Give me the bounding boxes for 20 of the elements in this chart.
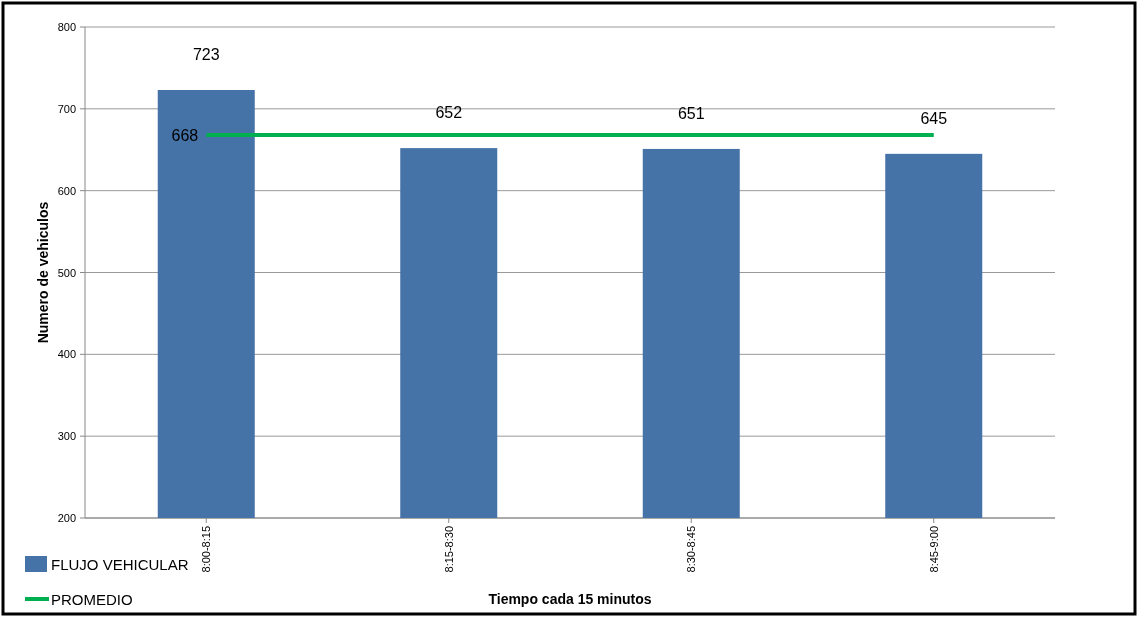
- y-tick-label: 300: [57, 430, 76, 443]
- x-tick-label: 8:30-8:45: [685, 526, 698, 573]
- y-tick-label: 200: [57, 512, 76, 524]
- data-label: 652: [435, 104, 463, 122]
- y-axis-title: Numero de vehiculos: [35, 201, 51, 344]
- data-label: 645: [920, 109, 948, 127]
- legend-label: PROMEDIO: [51, 591, 133, 608]
- x-axis-title: Tiempo cada 15 minutos: [488, 591, 652, 607]
- y-tick-label: 700: [57, 102, 76, 115]
- data-label: 723: [192, 46, 220, 64]
- x-tick-label: 8:45-9:00: [927, 526, 940, 573]
- data-label: 668: [171, 127, 199, 145]
- x-tick-label: 8:00-8:15: [200, 526, 213, 573]
- legend-label: FLUJO VEHICULAR: [51, 556, 189, 573]
- y-tick-label: 600: [57, 184, 76, 197]
- data-label: 651: [677, 104, 705, 122]
- y-tick-label: 800: [57, 21, 76, 33]
- x-tick-label: 8:15-8:30: [442, 526, 455, 573]
- y-tick-label: 500: [57, 266, 76, 279]
- y-tick-label: 400: [57, 348, 76, 361]
